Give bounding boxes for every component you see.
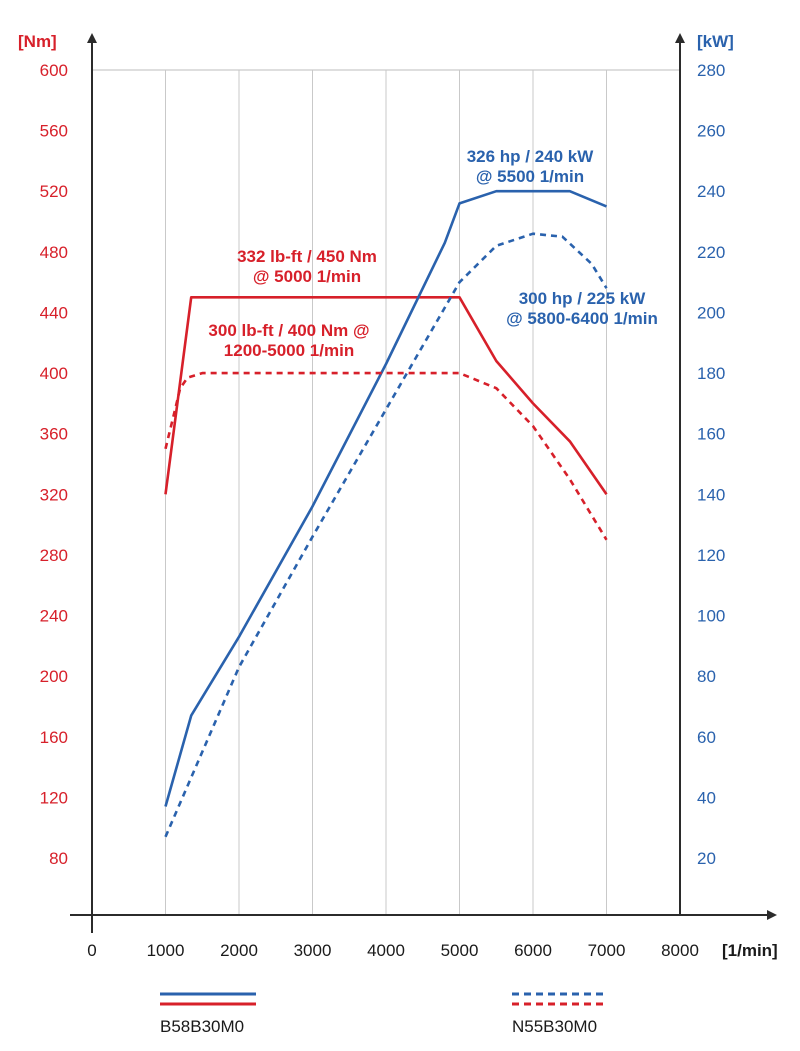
- x-tick-label: 1000: [147, 941, 185, 960]
- y-right-tick-label: 180: [697, 364, 725, 383]
- y-right-tick-label: 220: [697, 243, 725, 262]
- annotation-n55-power: 300 hp / 225 kW @ 5800-6400 1/min: [506, 289, 658, 328]
- x-axis-unit: [1/min]: [722, 941, 778, 960]
- x-tick-label: 5000: [441, 941, 479, 960]
- y-right-tick-label: 60: [697, 728, 716, 747]
- y-right-tick-label: 100: [697, 607, 725, 626]
- series-n55b30m0-torque: [164, 371, 608, 541]
- x-tick-label: 0: [87, 941, 96, 960]
- y-right-tick-label: 140: [697, 485, 725, 504]
- y-left-tick-label: 520: [40, 182, 68, 201]
- y-left-tick-label: 280: [40, 546, 68, 565]
- y-left-tick-label: 240: [40, 607, 68, 626]
- annotation-line: 300 lb-ft / 400 Nm @: [208, 321, 369, 340]
- y-left-tick-label: 400: [40, 364, 68, 383]
- y-left-tick-label: 560: [40, 122, 68, 141]
- y-left-tick-label: 80: [49, 849, 68, 868]
- y-right-tick-label: 20: [697, 849, 716, 868]
- y-right-tick-label: 80: [697, 667, 716, 686]
- legend-label: N55B30M0: [512, 1017, 597, 1036]
- y-left-tick-label: 200: [40, 667, 68, 686]
- y-right-tick-label: 120: [697, 546, 725, 565]
- x-tick-label: 8000: [661, 941, 699, 960]
- y-left-tick-label: 120: [40, 788, 68, 807]
- y-left-tick-label: 440: [40, 303, 68, 322]
- y-left-tick-label: 600: [40, 61, 68, 80]
- y-left-unit: [Nm]: [18, 32, 57, 51]
- annotation-b58-torque: 332 lb-ft / 450 Nm @ 5000 1/min: [237, 247, 377, 286]
- legend-layer: B58B30M0 N55B30M0: [160, 992, 608, 1036]
- y-right-tick-label: 40: [697, 788, 716, 807]
- annotation-line: 332 lb-ft / 450 Nm: [237, 247, 377, 266]
- y-right-tick-label: 260: [697, 122, 725, 141]
- series-b58b30m0-torque: [164, 295, 608, 496]
- y-right-tick-label: 280: [697, 61, 725, 80]
- annotation-line: 300 hp / 225 kW: [519, 289, 647, 308]
- y-right-tick-label: 200: [697, 303, 725, 322]
- y-right-tick-label: 160: [697, 425, 725, 444]
- series-n55b30m0-power: [164, 232, 608, 838]
- series-layer: [164, 189, 608, 838]
- x-tick-label: 2000: [220, 941, 258, 960]
- x-tick-label: 6000: [514, 941, 552, 960]
- label-layer: 326 hp / 240 kW @ 5500 1/min 300 hp / 225 …: [208, 147, 657, 360]
- x-tick-label: 3000: [294, 941, 332, 960]
- x-tick-label: 7000: [588, 941, 626, 960]
- annotation-b58-power: 326 hp / 240 kW @ 5500 1/min: [467, 147, 595, 186]
- annotation-line: 326 hp / 240 kW: [467, 147, 595, 166]
- legend-label: B58B30M0: [160, 1017, 244, 1036]
- y-left-tick-label: 320: [40, 485, 68, 504]
- grid-layer: [92, 69, 680, 915]
- series-b58b30m0-power: [164, 189, 607, 807]
- x-tick-label: 4000: [367, 941, 405, 960]
- annotation-line: @ 5800-6400 1/min: [506, 309, 658, 328]
- annotation-n55-torque: 300 lb-ft / 400 Nm @1200-5000 1/min: [208, 321, 369, 360]
- y-left-tick-label: 480: [40, 243, 68, 262]
- annotation-line: 1200-5000 1/min: [224, 341, 354, 360]
- y-right-tick-label: 240: [697, 182, 725, 201]
- y-left-tick-label: 360: [40, 425, 68, 444]
- axes-layer: 8012016020024028032036040044048052056060…: [18, 32, 778, 960]
- annotation-line: @ 5000 1/min: [253, 267, 361, 286]
- annotation-line: @ 5500 1/min: [476, 167, 584, 186]
- y-right-unit: [kW]: [697, 32, 734, 51]
- y-left-tick-label: 160: [40, 728, 68, 747]
